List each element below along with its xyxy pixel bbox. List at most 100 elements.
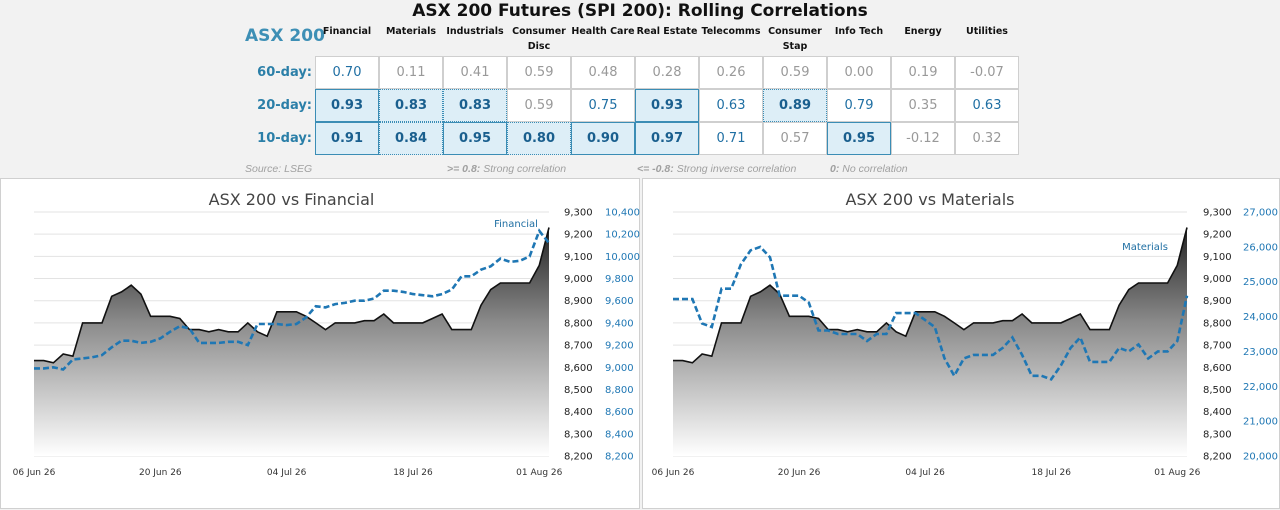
correlation-cell: -0.12: [891, 122, 955, 155]
index-label: ASX 200: [245, 26, 325, 46]
y-left-tick-label: 9,200: [1203, 230, 1232, 241]
y-left-tick-label: 9,100: [1203, 252, 1232, 263]
y-right-tick-label: 26,000: [1243, 242, 1278, 253]
correlation-cell: 0.32: [955, 122, 1019, 155]
x-tick-label: 01 Aug 26: [1154, 468, 1200, 478]
y-left-tick-label: 8,600: [1203, 363, 1232, 374]
source-note: Source: LSEG: [245, 163, 313, 175]
y-right-tick-label: 27,000: [1243, 208, 1278, 219]
correlation-cell: 0.80: [507, 122, 571, 155]
y-left-tick-label: 8,200: [564, 452, 593, 463]
y-right-tick-label: 21,000: [1243, 417, 1278, 428]
y-left-tick-label: 9,300: [564, 208, 593, 219]
y-right-tick-label: 8,600: [605, 407, 634, 418]
y-left-tick-label: 8,500: [564, 385, 593, 396]
sector-header-utilities: Utilities: [966, 26, 1008, 37]
x-tick-label: 04 Jul 26: [267, 468, 307, 478]
x-tick-label: 04 Jul 26: [905, 468, 945, 478]
correlation-cell: 0.91: [315, 122, 379, 155]
correlation-cell: 0.48: [571, 56, 635, 89]
correlation-cell: 0.63: [955, 89, 1019, 122]
sector-header-energy: Energy: [904, 26, 942, 37]
y-left-tick-label: 8,300: [564, 429, 593, 440]
correlation-cell: 0.97: [635, 122, 699, 155]
y-right-tick-label: 9,800: [605, 274, 634, 285]
area-series-fill: [673, 227, 1187, 456]
y-left-tick-label: 8,200: [1203, 452, 1232, 463]
sector-header-health-care: Health Care: [571, 26, 635, 37]
correlation-cell: 0.83: [379, 89, 443, 122]
sector-header-consumer-disc: Consumer Disc: [512, 26, 566, 52]
correlation-cell: 0.89: [763, 89, 827, 122]
sector-header-industrials: Industrials: [446, 26, 504, 37]
legend-none: 0: No correlation: [830, 163, 908, 175]
correlation-cell: 0.90: [571, 122, 635, 155]
correlation-cell: 0.57: [763, 122, 827, 155]
correlation-cell: 0.00: [827, 56, 891, 89]
x-tick-label: 18 Jul 26: [1031, 468, 1071, 478]
y-right-tick-label: 22,000: [1243, 382, 1278, 393]
correlation-cell: 0.95: [827, 122, 891, 155]
correlation-cell: 0.93: [635, 89, 699, 122]
y-right-tick-label: 9,600: [605, 296, 634, 307]
row-label: 20-day:: [257, 98, 312, 113]
y-right-tick-label: 10,200: [605, 230, 640, 241]
correlation-cell: 0.84: [379, 122, 443, 155]
x-tick-label: 20 Jun 26: [139, 468, 182, 478]
correlation-cell: 0.35: [891, 89, 955, 122]
correlation-cell: 0.79: [827, 89, 891, 122]
area-series-line: [673, 227, 1188, 364]
correlation-cell: 0.63: [699, 89, 763, 122]
dashed-series-line: [673, 245, 1189, 381]
x-tick-label: 06 Jun 26: [13, 468, 56, 478]
sector-header-telecomms: Telecomms: [701, 26, 761, 37]
legend-inverse: <= -0.8: Strong inverse correlation: [637, 163, 797, 175]
y-right-tick-label: 10,400: [605, 208, 640, 219]
x-tick-label: 01 Aug 26: [516, 468, 562, 478]
y-right-tick-label: 25,000: [1243, 277, 1278, 288]
legend-strong: >= 0.8: Strong correlation: [447, 163, 567, 175]
correlation-cell: 0.75: [571, 89, 635, 122]
row-label: 10-day:: [257, 131, 312, 146]
x-tick-label: 06 Jun 26: [652, 468, 695, 478]
y-left-tick-label: 9,300: [1203, 208, 1232, 219]
y-left-tick-label: 8,700: [1203, 341, 1232, 352]
x-tick-label: 18 Jul 26: [393, 468, 433, 478]
correlation-cell: 0.26: [699, 56, 763, 89]
y-left-tick-label: 8,900: [564, 296, 593, 307]
y-right-tick-label: 9,200: [605, 341, 634, 352]
y-right-tick-label: 24,000: [1243, 312, 1278, 323]
y-right-tick-label: 23,000: [1243, 347, 1278, 358]
chart-materials: ASX 200 vs Materials 9,300 9,200 9,100 9,000…: [652, 190, 1278, 478]
sector-header-info-tech: Info Tech: [834, 26, 884, 37]
page-title: ASX 200 Futures (SPI 200): Rolling Corre…: [412, 1, 868, 21]
chart-title: ASX 200 vs Financial: [209, 190, 375, 209]
y-left-tick-label: 8,300: [1203, 429, 1232, 440]
chart-panel-financial: ASX 200 vs Financial 9,300 9,200 9,100 9,000…: [0, 178, 640, 509]
correlation-cell: 0.59: [507, 56, 571, 89]
y-left-tick-label: 8,500: [1203, 385, 1232, 396]
correlation-cell: 0.93: [315, 89, 379, 122]
sector-header-consumer-stap: Consumer Stap: [768, 26, 822, 52]
y-left-tick-label: 8,800: [564, 318, 593, 329]
row-label: 60-day:: [257, 65, 312, 80]
y-left-tick-label: 8,600: [564, 363, 593, 374]
chart-panel-materials: ASX 200 vs Materials 9,300 9,200 9,100 9,000…: [642, 178, 1280, 509]
y-right-tick-label: 8,400: [605, 429, 634, 440]
y-left-tick-label: 8,900: [1203, 296, 1232, 307]
series-label: Materials: [1122, 242, 1168, 253]
chart-financial: ASX 200 vs Financial 9,300 9,200 9,100 9,000…: [13, 190, 640, 478]
y-left-tick-label: 8,400: [1203, 407, 1232, 418]
y-left-tick-label: 9,000: [1203, 274, 1232, 285]
area-series-fill: [34, 227, 549, 456]
y-left-tick-label: 8,400: [564, 407, 593, 418]
correlation-cell: 0.71: [699, 122, 763, 155]
correlation-cell: 0.59: [763, 56, 827, 89]
sector-header-real-estate: Real Estate: [636, 26, 698, 37]
correlation-cell: 0.41: [443, 56, 507, 89]
area-series-line: [34, 227, 550, 364]
y-right-tick-label: 9,400: [605, 318, 634, 329]
correlation-cell: 0.70: [315, 56, 379, 89]
y-left-tick-label: 8,800: [1203, 318, 1232, 329]
correlation-cell: 0.95: [443, 122, 507, 155]
